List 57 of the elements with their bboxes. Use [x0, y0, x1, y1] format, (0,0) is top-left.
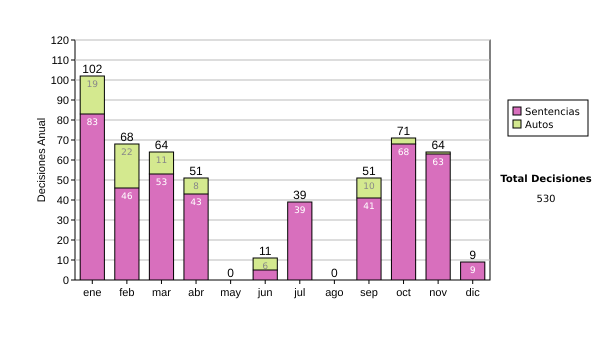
x-tick-label: mar	[152, 287, 172, 299]
total-label: 51	[189, 164, 204, 178]
data-label: 46	[121, 192, 133, 202]
data-label: 22	[121, 148, 133, 158]
data-label: 41	[363, 202, 375, 212]
y-tick-label: 60	[56, 155, 69, 167]
y-tick-label: 100	[50, 75, 69, 87]
x-tick-label: jun	[256, 287, 273, 299]
total-label: 71	[396, 124, 411, 138]
text: Total Decisiones	[500, 174, 592, 185]
x-tick-label: oct	[396, 287, 411, 299]
y-tick-label: 30	[56, 215, 69, 227]
x-tick-label: nov	[429, 287, 448, 299]
y-tick-label: 70	[56, 135, 69, 147]
data-label: 8	[193, 182, 200, 192]
total-label: 0	[331, 266, 338, 280]
y-tick-label: 120	[50, 35, 69, 47]
text: 530	[536, 194, 556, 205]
y-axis-title: Decisiones Anual	[36, 118, 48, 202]
total-label: 0	[227, 266, 234, 280]
data-label: 83	[86, 118, 98, 128]
x-tick-label: dic	[466, 287, 480, 299]
data-label: 19	[86, 80, 98, 90]
legend-label: Autos	[525, 120, 554, 131]
legend-label: Sentencias	[525, 107, 580, 118]
total-label: 51	[362, 164, 376, 178]
y-tick-label: 10	[56, 255, 69, 267]
data-label: 39	[294, 206, 306, 216]
data-label: 43	[190, 198, 202, 208]
total-label: 9	[469, 248, 476, 262]
y-tick-label: 0	[62, 275, 69, 287]
x-tick-label: abr	[188, 287, 204, 299]
total-label: 39	[293, 188, 307, 202]
total-label: 102	[82, 62, 103, 76]
data-label: 6	[262, 262, 268, 272]
data-label: 10	[363, 182, 375, 192]
x-tick-label: sep	[360, 287, 378, 299]
total-label: 68	[120, 130, 134, 144]
total-label: 64	[154, 138, 168, 152]
data-label: 68	[398, 148, 410, 158]
y-tick-label: 50	[56, 175, 69, 187]
x-tick-label: ago	[325, 287, 344, 299]
data-label: 53	[156, 178, 168, 188]
data-label: 63	[432, 158, 444, 168]
y-tick-label: 80	[56, 115, 69, 127]
data-label: 11	[156, 156, 168, 166]
y-tick-label: 40	[56, 195, 69, 207]
total-label: 64	[431, 138, 446, 152]
data-label: 9	[470, 266, 476, 276]
x-tick-label: may	[220, 287, 242, 299]
x-tick-label: jul	[293, 287, 306, 299]
y-tick-label: 110	[51, 55, 69, 67]
y-tick-label: 20	[56, 235, 69, 247]
x-tick-label: feb	[119, 287, 135, 299]
x-tick-label: ene	[83, 287, 102, 299]
total-label: 11	[258, 244, 272, 258]
y-tick-label: 90	[56, 95, 69, 107]
